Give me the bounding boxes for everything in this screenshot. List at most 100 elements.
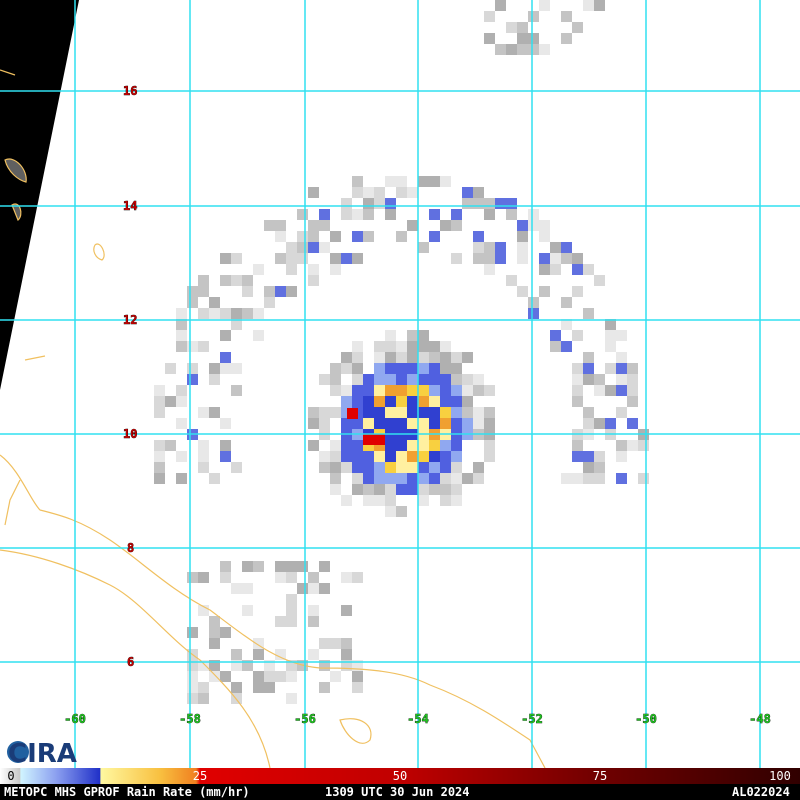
rain-pixel (352, 176, 363, 187)
rain-pixel (451, 352, 462, 363)
rain-pixel (209, 374, 220, 385)
rain-pixel (495, 253, 506, 264)
rain-pixel (429, 484, 440, 495)
rain-pixel (583, 363, 594, 374)
rain-pixel (253, 649, 264, 660)
rain-pixel (220, 363, 231, 374)
rain-pixel (429, 418, 440, 429)
rain-pixel (451, 484, 462, 495)
rain-pixel (253, 330, 264, 341)
rain-pixel (352, 352, 363, 363)
rain-pixel (385, 330, 396, 341)
rain-pixel (561, 341, 572, 352)
rain-pixel (407, 407, 418, 418)
rain-pixel (407, 330, 418, 341)
rain-pixel (495, 198, 506, 209)
rain-pixel (418, 495, 429, 506)
rain-pixel (462, 198, 473, 209)
rain-pixel (440, 374, 451, 385)
rain-pixel (616, 440, 627, 451)
rain-pixel (374, 462, 385, 473)
rain-pixel (418, 242, 429, 253)
rain-pixel (429, 209, 440, 220)
rain-pixel (341, 209, 352, 220)
rain-pixel (198, 605, 209, 616)
rain-pixel (451, 440, 462, 451)
rain-pixel (407, 396, 418, 407)
rain-pixel (154, 451, 165, 462)
rain-pixel (506, 198, 517, 209)
rain-pixel (341, 198, 352, 209)
rain-pixel (605, 418, 616, 429)
rain-pixel (528, 44, 539, 55)
rain-pixel (561, 242, 572, 253)
lat-label: 14 (123, 199, 137, 213)
rain-pixel (341, 363, 352, 374)
rain-pixel (583, 352, 594, 363)
rain-pixel (572, 374, 583, 385)
rain-pixel (517, 242, 528, 253)
rain-pixel (319, 561, 330, 572)
rain-pixel (352, 572, 363, 583)
lat-label: 16 (123, 84, 137, 98)
rain-pixel (297, 242, 308, 253)
rain-pixel (165, 396, 176, 407)
rain-pixel (583, 473, 594, 484)
rain-pixel (363, 198, 374, 209)
rain-pixel (429, 176, 440, 187)
rain-pixel (308, 605, 319, 616)
rain-pixel (484, 242, 495, 253)
rain-pixel (319, 462, 330, 473)
rain-pixel (308, 583, 319, 594)
rain-pixel (528, 220, 539, 231)
rain-pixel (297, 253, 308, 264)
rain-pixel (209, 363, 220, 374)
rain-pixel (374, 484, 385, 495)
rain-pixel (374, 363, 385, 374)
rain-pixel (407, 341, 418, 352)
rain-pixel (352, 462, 363, 473)
rain-pixel (638, 473, 649, 484)
rain-pixel (396, 484, 407, 495)
rain-pixel (231, 319, 242, 330)
rain-pixel (517, 220, 528, 231)
rain-pixel (572, 396, 583, 407)
rain-pixel (286, 572, 297, 583)
rain-pixel (341, 418, 352, 429)
rain-pixel (220, 627, 231, 638)
rain-pixel (418, 462, 429, 473)
rain-pixel (352, 385, 363, 396)
footer-storm-id: AL022024 (732, 785, 790, 799)
rain-pixel (594, 418, 605, 429)
rain-pixel (363, 231, 374, 242)
rain-pixel (220, 561, 231, 572)
rain-pixel (451, 363, 462, 374)
rain-pixel (396, 176, 407, 187)
rain-pixel (440, 396, 451, 407)
rain-pixel (385, 484, 396, 495)
rain-pixel (198, 660, 209, 671)
rain-pixel (462, 374, 473, 385)
rain-pixel (440, 363, 451, 374)
rain-pixel (352, 341, 363, 352)
rain-pixel (341, 352, 352, 363)
rain-pixel (407, 374, 418, 385)
rain-pixel (385, 495, 396, 506)
rain-pixel (495, 44, 506, 55)
rain-pixel (396, 385, 407, 396)
rain-pixel (176, 341, 187, 352)
rain-pixel (440, 418, 451, 429)
rain-pixel (528, 209, 539, 220)
rain-pixel (341, 253, 352, 264)
rain-pixel (363, 396, 374, 407)
rain-pixel (616, 352, 627, 363)
rain-pixel (187, 374, 198, 385)
rain-pixel (352, 363, 363, 374)
lon-label: -54 (407, 712, 429, 726)
rain-pixel (473, 187, 484, 198)
rain-pixel (253, 561, 264, 572)
rain-pixel (506, 22, 517, 33)
rain-pixel (572, 385, 583, 396)
rain-pixel (451, 396, 462, 407)
rain-pixel (363, 418, 374, 429)
